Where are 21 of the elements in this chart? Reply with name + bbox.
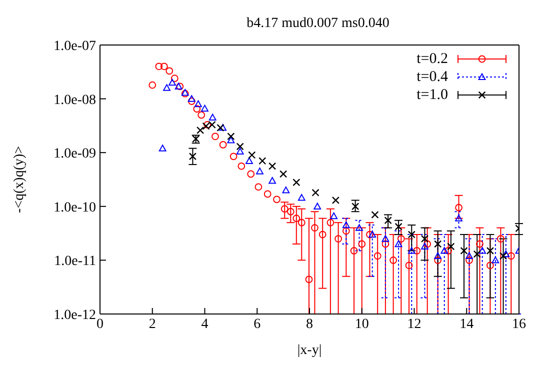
chart-title: b4.17 mud0.007 ms0.040 — [246, 16, 390, 32]
x-tick-label: 8 — [306, 316, 313, 332]
legend-label: t=0.2 — [416, 50, 448, 68]
y-axis-title: -<q(x)q(y)> — [12, 146, 27, 214]
x-tick-label: 6 — [254, 316, 261, 332]
x-tick-label: 16 — [512, 316, 526, 332]
x-tick-label: 4 — [201, 316, 208, 332]
y-tick-label: 1.0e-07 — [54, 38, 96, 54]
x-tick-label: 2 — [148, 316, 156, 332]
y-tick-label: 1.0e-08 — [54, 92, 96, 108]
y-tick-label: 1.0e-11 — [54, 254, 96, 270]
legend-label: t=0.4 — [416, 68, 448, 86]
y-tick-label: 1.0e-10 — [54, 200, 96, 216]
x-tick-label: 10 — [354, 316, 369, 332]
x-tick-label: 0 — [96, 316, 104, 332]
x-tick-label: 14 — [460, 316, 474, 332]
x-axis-title: |x-y| — [297, 343, 322, 358]
x-tick-label: 12 — [407, 316, 422, 332]
y-tick-label: 1.0e-09 — [54, 146, 96, 162]
y-tick-label: 1.0e-12 — [54, 308, 96, 323]
legend-label: t=1.0 — [416, 86, 448, 104]
